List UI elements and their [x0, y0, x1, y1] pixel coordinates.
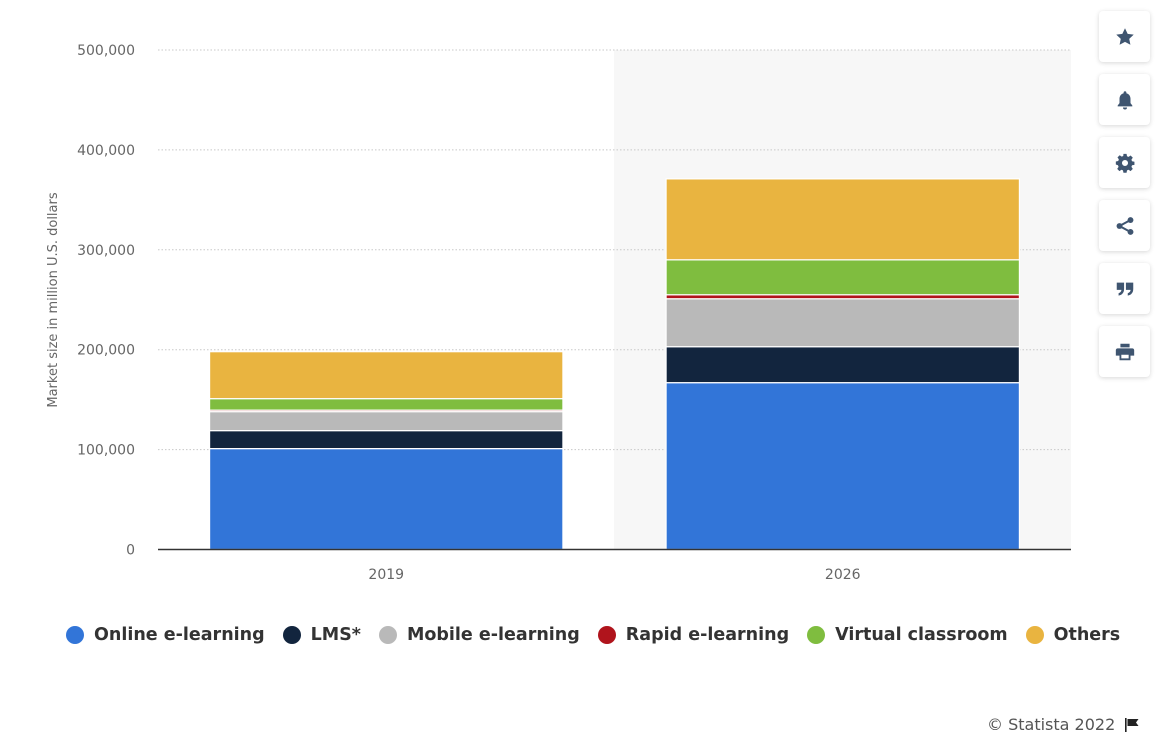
settings-button[interactable] — [1099, 137, 1150, 188]
bar-segment[interactable] — [665, 382, 1021, 551]
legend-label: LMS* — [310, 625, 361, 645]
x-tick-labels: 2019 2026 — [368, 567, 860, 583]
star-icon — [1115, 27, 1134, 45]
y-tick-labels: 0 100,000 200,000 300,000 400,000 500,000 — [77, 43, 135, 559]
print-button[interactable] — [1099, 326, 1150, 377]
y-tick-label: 100,000 — [77, 443, 135, 459]
share-icon — [1116, 216, 1133, 235]
x-tick-label: 2026 — [825, 567, 861, 583]
share-button[interactable] — [1099, 200, 1150, 251]
legend-marker — [807, 626, 826, 644]
legend-marker — [378, 626, 397, 644]
toolbar — [1099, 11, 1150, 377]
legend-marker — [597, 626, 616, 644]
legend-label: Virtual classroom — [835, 625, 1008, 645]
bar-segment[interactable] — [665, 259, 1021, 296]
bar-segment[interactable] — [208, 430, 564, 450]
bar-segment[interactable] — [665, 298, 1021, 348]
bar-segment[interactable] — [208, 411, 564, 432]
legend-marker — [282, 626, 301, 644]
legend-label: Rapid e-learning — [625, 625, 790, 645]
bar-segments — [208, 178, 1021, 551]
citation-button[interactable] — [1099, 263, 1150, 314]
legend-marker — [1025, 626, 1044, 644]
y-tick-label: 300,000 — [77, 243, 135, 259]
legend-label: Others — [1053, 625, 1121, 645]
legend-item[interactable]: Others — [1025, 625, 1121, 645]
y-tick-label: 0 — [126, 543, 135, 559]
legend-item[interactable]: LMS* — [282, 625, 361, 645]
bar-segment[interactable] — [208, 398, 564, 411]
legend-item[interactable]: Rapid e-learning — [597, 625, 790, 645]
y-tick-label: 500,000 — [77, 43, 135, 59]
y-tick-label: 200,000 — [77, 343, 135, 359]
legend-item[interactable]: Virtual classroom — [807, 625, 1008, 645]
flag-icon[interactable] — [1123, 717, 1141, 733]
legend-item[interactable]: Mobile e-learning — [378, 625, 580, 645]
bar-segment[interactable] — [208, 448, 564, 551]
legend-item[interactable]: Online e-learning — [66, 625, 265, 645]
notification-button[interactable] — [1099, 74, 1150, 125]
credit-text[interactable]: © Statista 2022 — [987, 715, 1116, 734]
x-tick-label: 2019 — [368, 567, 404, 583]
quote-icon — [1116, 282, 1133, 296]
credit: © Statista 2022 — [987, 715, 1141, 734]
y-axis-label: Market size in million U.S. dollars — [46, 192, 61, 407]
favorite-button[interactable] — [1099, 11, 1150, 62]
bar-segment[interactable] — [208, 351, 564, 400]
gear-icon — [1115, 153, 1134, 173]
legend: Online e-learning LMS* Mobile e-learning Ra… — [66, 622, 1120, 648]
bar-segment[interactable] — [665, 178, 1021, 261]
legend-label: Mobile e-learning — [406, 625, 580, 645]
y-tick-label: 400,000 — [77, 143, 135, 159]
legend-label: Online e-learning — [94, 625, 265, 645]
legend-marker — [66, 626, 84, 644]
print-icon — [1115, 343, 1134, 360]
bar-segment[interactable] — [665, 346, 1021, 384]
bell-icon — [1117, 90, 1132, 110]
